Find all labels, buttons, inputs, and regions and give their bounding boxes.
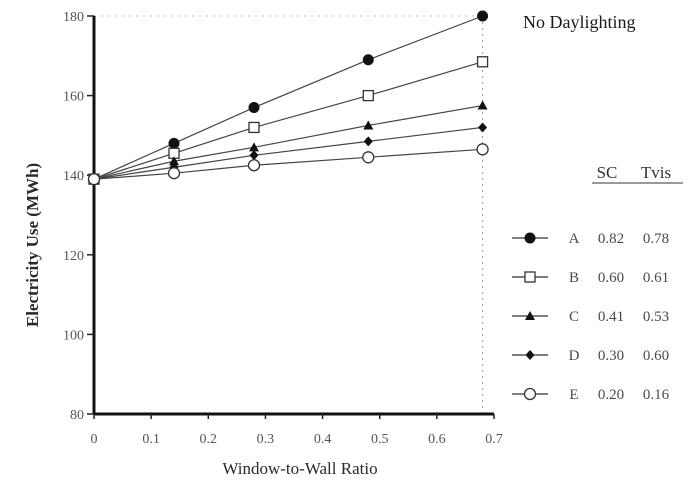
- data-point-e: [247, 159, 261, 172]
- legend: SC Tvis A 0.82 0.78 B 0.60 0.61 C 0.41 0.53 D 0.30…: [512, 163, 683, 403]
- series-markers: [87, 10, 489, 186]
- x-tick-label: 0.4: [314, 432, 332, 447]
- series-line-e: [93, 148, 483, 180]
- legend-tvis-d: 0.60: [643, 348, 669, 364]
- y-tick-label: 140: [63, 169, 84, 184]
- y-tick-label: 160: [63, 90, 84, 105]
- data-point-b: [362, 89, 374, 102]
- data-point-a: [477, 10, 489, 22]
- legend-marker-b: [524, 271, 536, 283]
- x-tick-label: 0.1: [142, 432, 160, 447]
- data-point-a: [248, 102, 260, 114]
- x-axis-ticks: 0 0.1 0.2 0.3 0.4 0.5 0.6 0.7: [91, 414, 503, 447]
- series-line-a: [93, 15, 483, 180]
- legend-label-d: D: [569, 348, 580, 364]
- legend-marker-d: [525, 350, 535, 360]
- legend-label-b: B: [569, 270, 579, 286]
- legend-header-sc: SC: [597, 163, 618, 182]
- x-tick-label: 0: [91, 432, 98, 447]
- data-point-e: [167, 167, 181, 180]
- legend-rows: A 0.82 0.78 B 0.60 0.61 C 0.41 0.53 D 0.30 0.60 E 0.2…: [512, 231, 670, 403]
- legend-marker-c: [525, 311, 535, 320]
- legend-sc-e: 0.20: [598, 387, 624, 403]
- x-tick-label: 0.2: [200, 432, 218, 447]
- legend-label-c: C: [569, 309, 579, 325]
- legend-tvis-b: 0.61: [643, 270, 669, 286]
- legend-header-tvis: Tvis: [641, 163, 671, 182]
- y-tick-label: 80: [70, 408, 84, 423]
- legend-marker-e: [523, 387, 537, 401]
- x-tick-label: 0.6: [428, 432, 446, 447]
- dotted-guides: [94, 15, 484, 414]
- data-point-b: [248, 121, 260, 134]
- y-tick-label: 100: [63, 328, 84, 343]
- y-tick-label: 180: [63, 10, 84, 25]
- data-point-d: [363, 136, 373, 147]
- legend-label-a: A: [569, 231, 580, 247]
- data-point-d: [249, 150, 259, 161]
- legend-sc-d: 0.30: [598, 348, 624, 364]
- data-point-c: [249, 142, 259, 152]
- legend-sc-c: 0.41: [598, 309, 624, 325]
- data-point-d: [478, 122, 488, 133]
- y-axis-ticks: 80 100 120 140 160 180: [63, 10, 94, 423]
- series-line-b: [93, 61, 483, 180]
- series-lines: [93, 15, 483, 180]
- legend-tvis-e: 0.16: [643, 387, 670, 403]
- data-point-c: [169, 156, 179, 166]
- data-point-e: [476, 143, 489, 156]
- data-point-c: [477, 100, 488, 110]
- legend-label-e: E: [569, 387, 578, 403]
- y-axis-label: Electricity Use (MWh): [23, 163, 42, 327]
- data-point-e: [362, 151, 375, 164]
- data-point-a: [362, 54, 374, 66]
- data-point-e: [87, 173, 101, 186]
- x-tick-label: 0.7: [485, 432, 503, 447]
- data-point-c: [363, 120, 374, 130]
- data-point-a: [168, 137, 180, 149]
- x-axis-label: Window-to-Wall Ratio: [222, 459, 377, 478]
- no-daylighting-annotation: No Daylighting: [523, 12, 636, 32]
- data-point-b: [476, 56, 489, 68]
- legend-sc-a: 0.82: [598, 231, 624, 247]
- x-tick-label: 0.5: [371, 432, 389, 447]
- series-line-c: [93, 104, 483, 180]
- legend-tvis-c: 0.53: [643, 309, 669, 325]
- legend-tvis-a: 0.78: [643, 231, 669, 247]
- legend-sc-b: 0.60: [598, 270, 624, 286]
- y-tick-label: 120: [63, 249, 84, 264]
- x-tick-label: 0.3: [257, 432, 275, 447]
- legend-marker-a: [524, 232, 536, 244]
